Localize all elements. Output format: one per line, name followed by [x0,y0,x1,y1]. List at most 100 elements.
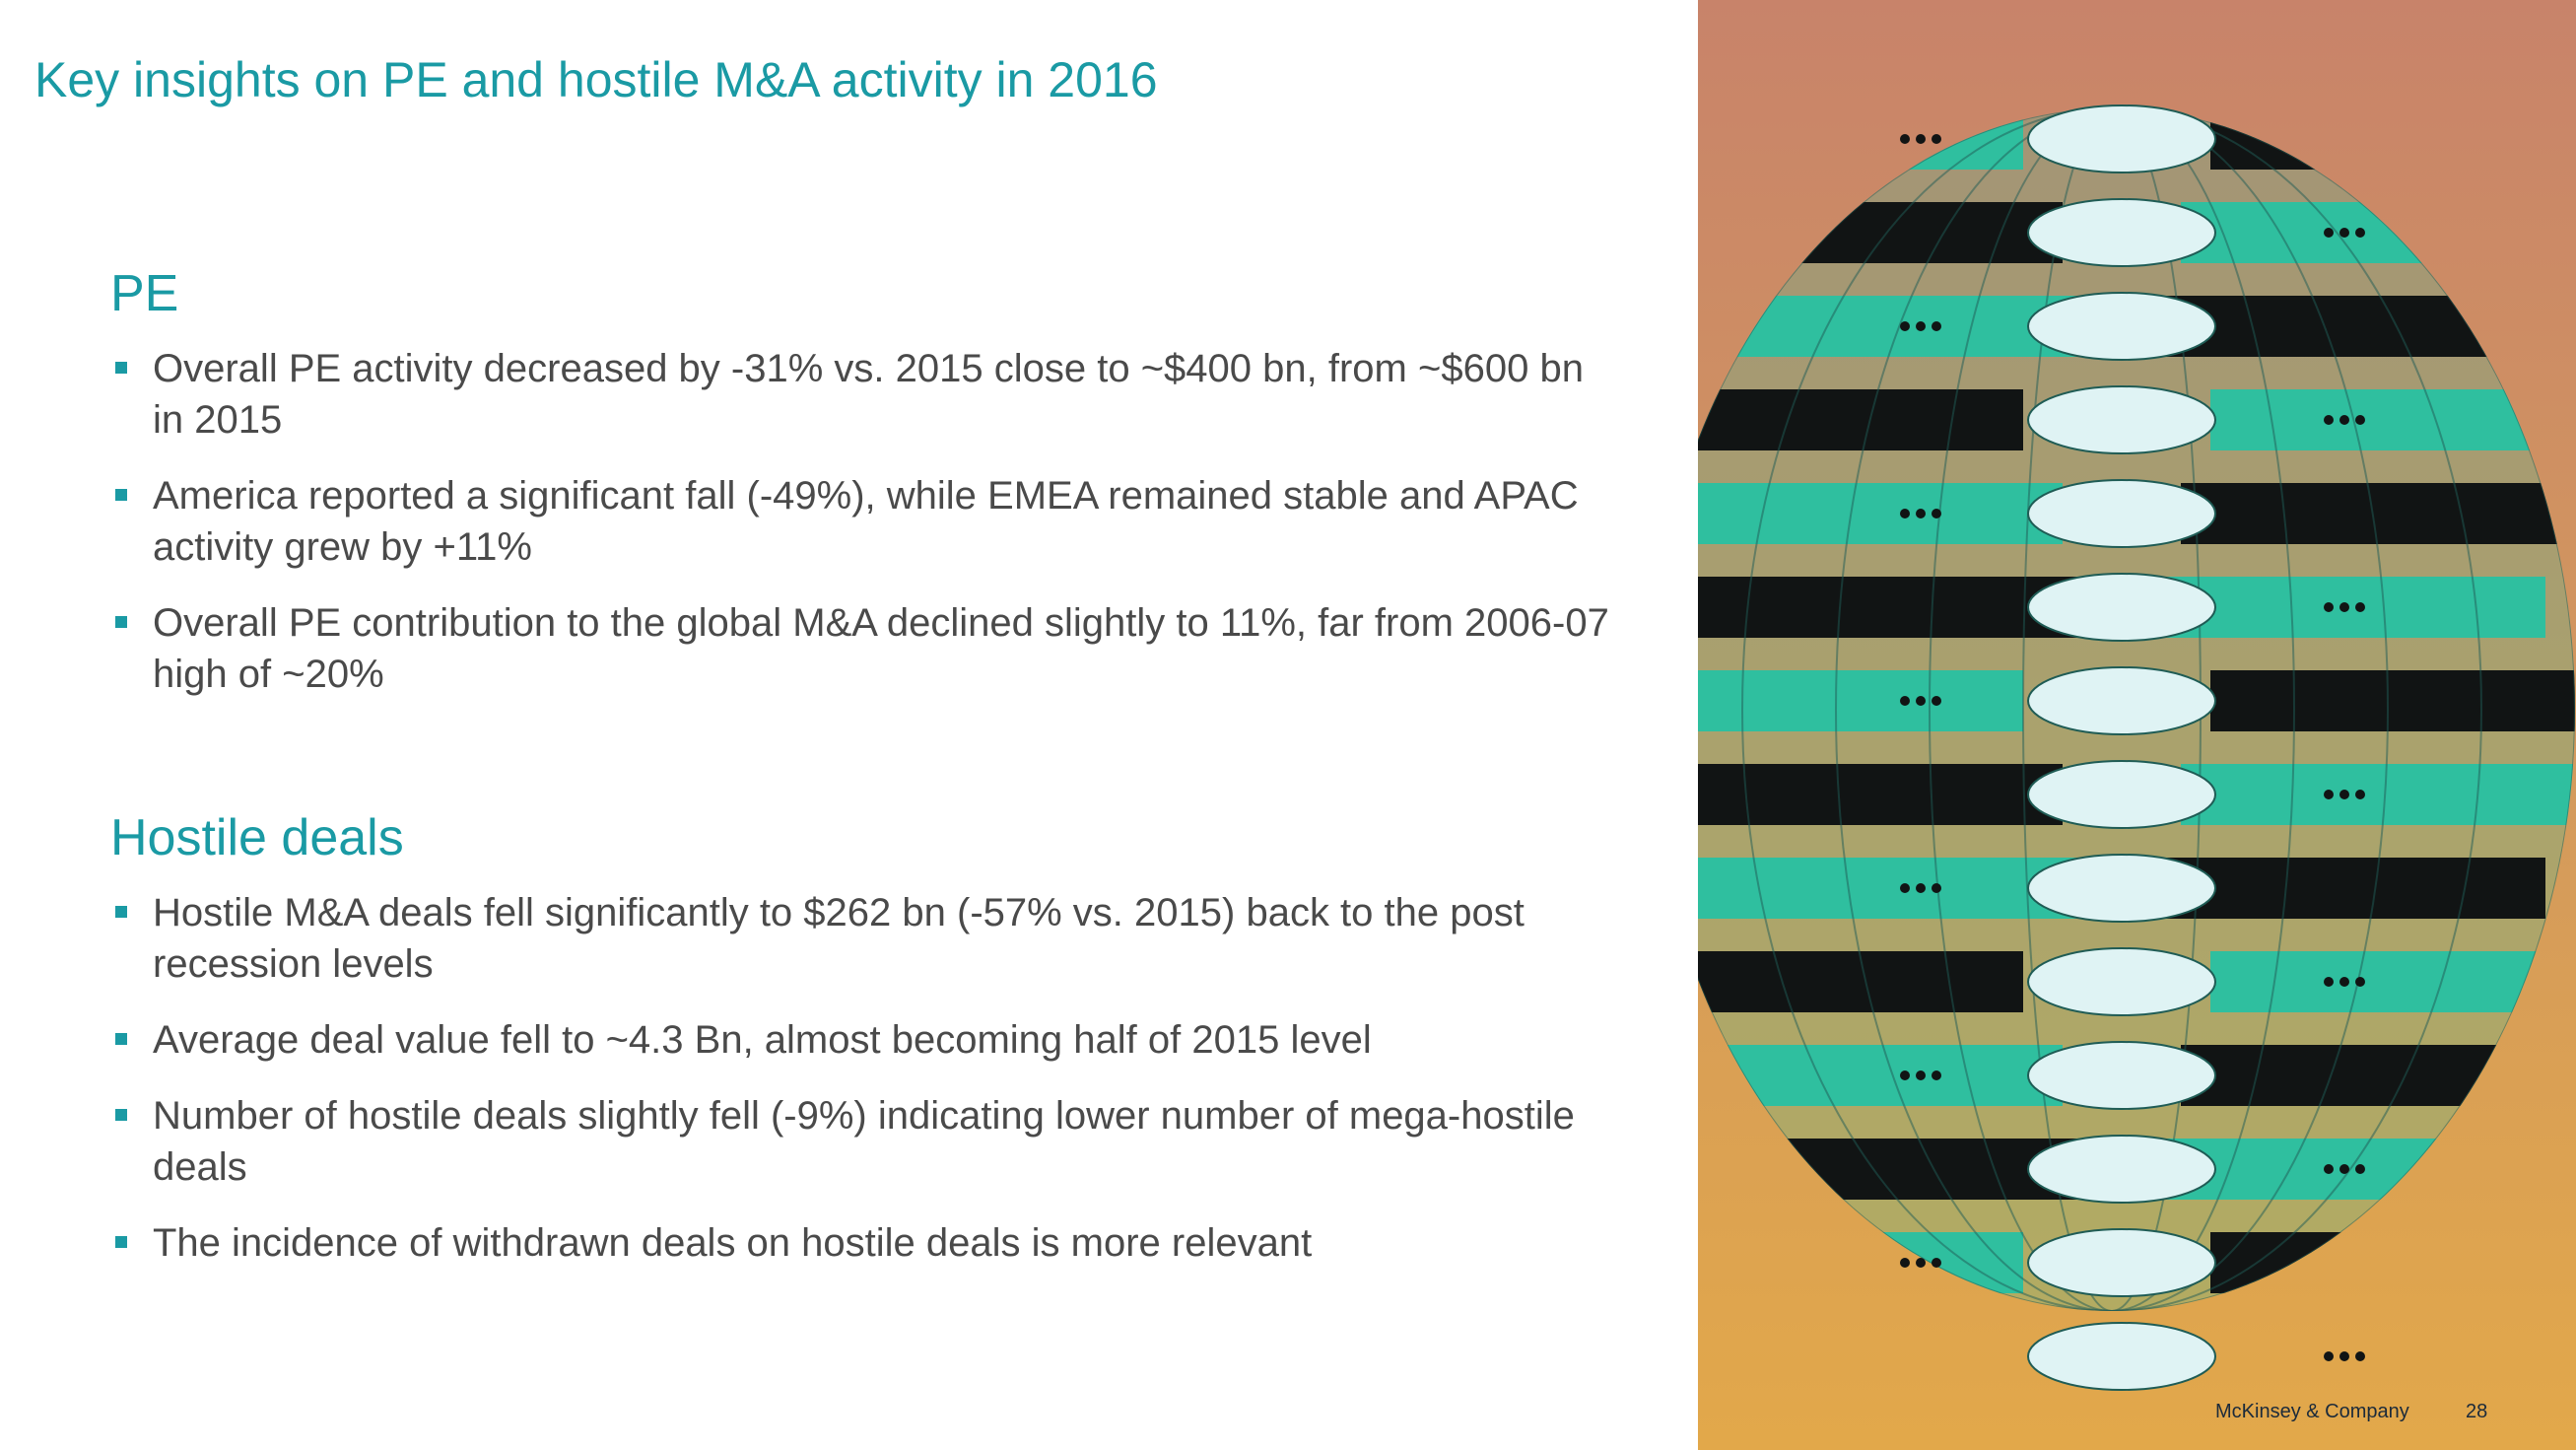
cufflink-dot-icon [2324,602,2334,612]
cufflink-dot-icon [1900,509,1910,518]
handshake-icon [2027,1041,2216,1110]
cufflink-dot-icon [1900,321,1910,331]
cufflink-dot-icon [2355,602,2365,612]
section-heading-hostile-deals: Hostile deals [110,809,404,866]
cufflink-dot-icon [1932,883,1941,893]
cufflink-dot-icon [2324,790,2334,799]
bullet-marker-icon [115,1236,127,1248]
bullet-text: The incidence of withdrawn deals on host… [153,1221,1313,1265]
bullet-marker-icon [115,489,127,501]
bullet-text: Average deal value fell to ~4.3 Bn, almo… [153,1018,1372,1062]
sleeve-band [1698,389,2023,450]
bullet-list-pe: Overall PE activity decreased by -31% vs… [110,343,1618,700]
cufflink-dot-icon [1932,134,1941,144]
cufflink-dot-icon [1900,696,1910,706]
handshake-icon [2027,947,2216,1016]
cufflink-dot-icon [1900,134,1910,144]
handshake-icon [2027,1135,2216,1204]
bullet-text: Number of hostile deals slightly fell (-… [153,1094,1575,1189]
cufflink-dot-icon [1932,1070,1941,1080]
sleeve-band [1698,483,2063,544]
section-heading-pe: PE [110,265,179,322]
bullet-item: Overall PE contribution to the global M&… [110,597,1618,700]
cufflink-dot-icon [2355,228,2365,238]
bullet-marker-icon [115,1033,127,1045]
bullet-marker-icon [115,616,127,628]
section-pe: PE Overall PE activity decreased by -31%… [110,264,1618,725]
cufflink-dot-icon [2324,1164,2334,1174]
cufflink-dot-icon [2355,977,2365,987]
cufflink-dot-icon [1900,1258,1910,1268]
cufflink-dot-icon [2339,415,2349,425]
handshake-icons [1900,104,2365,1391]
cufflink-dot-icon [2355,1164,2365,1174]
handshake-icon [2027,385,2216,454]
bullet-item: Number of hostile deals slightly fell (-… [110,1090,1618,1193]
sleeve-band [2181,764,2575,825]
bullet-list-hostile-deals: Hostile M&A deals fell significantly to … [110,887,1618,1269]
sleeve-band [2151,858,2545,919]
bullet-item: Average deal value fell to ~4.3 Bn, almo… [110,1014,1618,1066]
globe-meridian-line [1835,108,2389,1311]
handshake-icon [2027,292,2216,361]
handshake-icon [2027,1228,2216,1297]
handshake-icon [2027,198,2216,267]
cufflink-dot-icon [2324,977,2334,987]
cufflink-dot-icon [2339,1164,2349,1174]
cufflink-dot-icon [2355,1351,2365,1361]
cufflink-dot-icon [1916,1258,1926,1268]
cufflink-dot-icon [2355,790,2365,799]
cufflink-dot-icon [2355,415,2365,425]
bullet-item: Hostile M&A deals fell significantly to … [110,887,1618,990]
handshake-icon [2027,479,2216,548]
cufflink-dot-icon [1900,883,1910,893]
page-number: 28 [2466,1401,2488,1422]
bullet-text: Hostile M&A deals fell significantly to … [153,891,1525,986]
globe-meridian-line [1741,108,2482,1311]
cufflink-dot-icon [1916,696,1926,706]
handshake-icon [2027,573,2216,642]
sleeve-band [1698,764,2063,825]
bullet-item: America reported a significant fall (-49… [110,470,1618,573]
slide-title: Key insights on PE and hostile M&A activ… [34,52,1158,107]
bullet-text: Overall PE contribution to the global M&… [153,601,1609,696]
cufflink-dot-icon [2339,790,2349,799]
sleeve-band [1698,1045,2063,1106]
sleeve-band [2210,670,2575,731]
cufflink-dot-icon [1916,134,1926,144]
handshake-icon [2027,854,2216,923]
bullet-marker-icon [115,362,127,374]
cufflink-dot-icon [1916,883,1926,893]
sleeve-band [2181,483,2575,544]
bullet-marker-icon [115,906,127,918]
bullet-text: America reported a significant fall (-49… [153,474,1579,569]
cufflink-dot-icon [1900,1070,1910,1080]
bullet-marker-icon [115,1109,127,1121]
handshake-globe-image [1698,0,2576,1450]
bullet-item: The incidence of withdrawn deals on host… [110,1217,1618,1269]
handshake-icon [2027,760,2216,829]
cufflink-dot-icon [1932,696,1941,706]
cufflink-dot-icon [1932,509,1941,518]
cufflink-dot-icon [2324,1351,2334,1361]
handshake-icon [2027,104,2216,173]
cufflink-dot-icon [2339,602,2349,612]
globe-of-handshakes-illustration [1698,0,2576,1450]
handshake-icon [2027,1322,2216,1391]
handshake-icon [2027,666,2216,735]
cufflink-dot-icon [2339,228,2349,238]
cufflink-dot-icon [2339,977,2349,987]
cufflink-dot-icon [2324,228,2334,238]
footer-brand: McKinsey & Company [2215,1401,2409,1422]
globe-meridian-line [1929,108,2295,1311]
cufflink-dot-icon [2324,415,2334,425]
cufflink-dot-icon [1916,1070,1926,1080]
cufflink-dot-icon [2339,1351,2349,1361]
bullet-text: Overall PE activity decreased by -31% vs… [153,347,1584,442]
cufflink-dot-icon [1932,321,1941,331]
cufflink-dot-icon [1916,509,1926,518]
section-hostile-deals: Hostile deals Hostile M&A deals fell sig… [110,808,1618,1293]
cufflink-dot-icon [1916,321,1926,331]
cufflink-dot-icon [1932,1258,1941,1268]
sleeve-band [1698,670,2023,731]
